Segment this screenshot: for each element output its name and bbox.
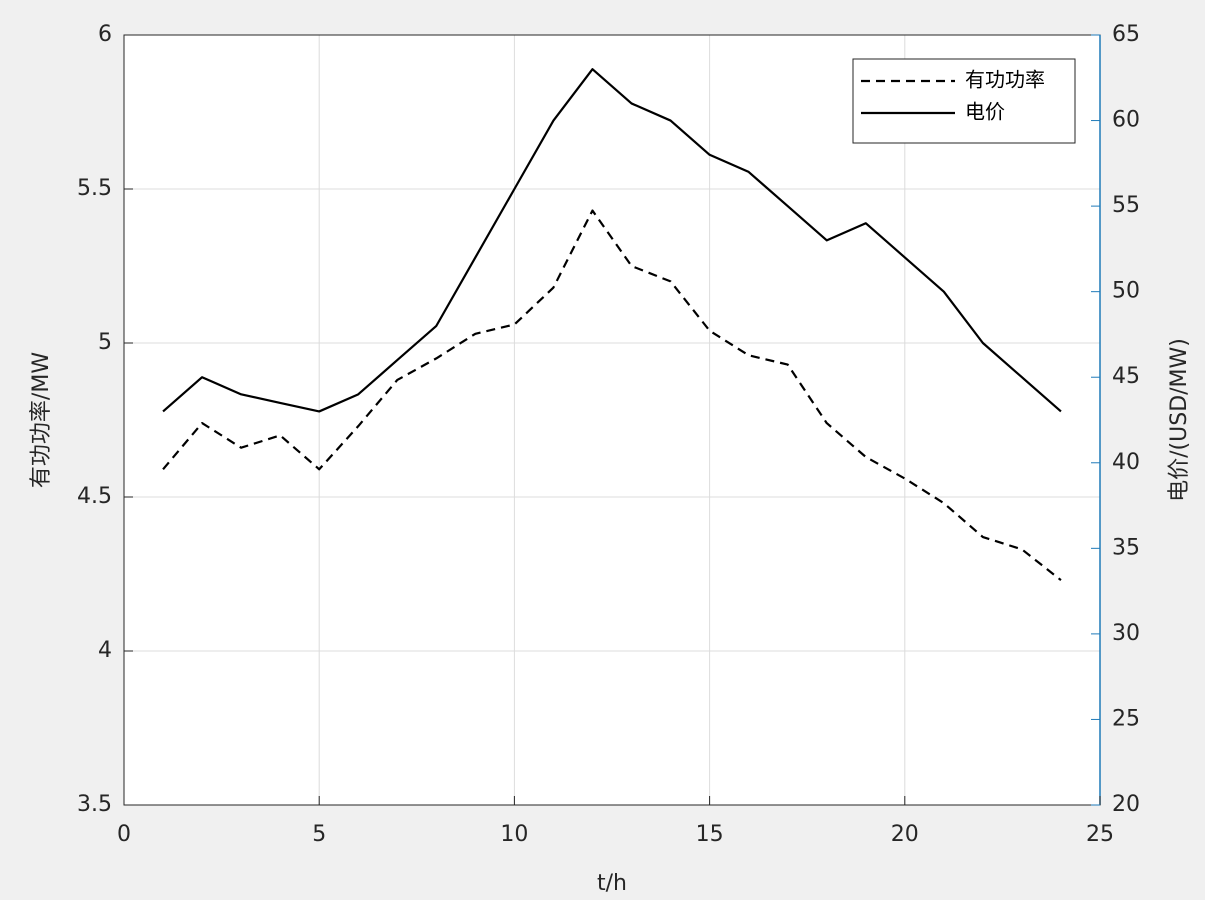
legend-label: 有功功率 — [965, 68, 1045, 92]
y-axis-label: 有功功率/MW — [29, 352, 54, 488]
y2-tick-label: 50 — [1112, 279, 1140, 304]
x-tick-label: 10 — [500, 822, 528, 847]
y-tick-label: 3.5 — [77, 792, 112, 817]
lines — [162, 68, 1062, 582]
y2-tick-label: 30 — [1112, 621, 1140, 646]
x-tick-label: 20 — [891, 822, 919, 847]
series-line — [162, 209, 1062, 582]
y2-tick-label: 65 — [1112, 22, 1140, 47]
series-line — [162, 68, 1062, 413]
y2-tick-label: 40 — [1112, 450, 1140, 475]
plot-area — [124, 35, 1100, 805]
x-tick-label: 15 — [696, 822, 724, 847]
y-tick-label: 5 — [98, 330, 112, 355]
x-axis-label: t/h — [597, 871, 627, 896]
y2-tick-label: 35 — [1112, 535, 1140, 560]
y2-tick-label: 20 — [1112, 792, 1140, 817]
y2-tick-label: 60 — [1112, 108, 1140, 133]
y-tick-label: 4.5 — [77, 484, 112, 509]
legend-label: 电价 — [965, 100, 1005, 124]
ticks: 0 5 10 15 20 25 3.5 4 4.5 5 5.5 6 20 25 30 35 40 45 50 55 60… — [77, 22, 1140, 847]
x-tick-label: 5 — [312, 822, 326, 847]
x-tick-label: 25 — [1086, 822, 1114, 847]
y2-axis-label: 电价/(USD/MW) — [1167, 338, 1192, 502]
y2-tick-label: 25 — [1112, 706, 1140, 731]
y-tick-label: 6 — [98, 22, 112, 47]
y-tick-label: 5.5 — [77, 176, 112, 201]
y2-tick-label: 45 — [1112, 364, 1140, 389]
legend-box — [852, 58, 1076, 144]
y-tick-label: 4 — [98, 638, 112, 663]
x-tick-label: 0 — [117, 822, 131, 847]
y2-tick-label: 55 — [1112, 193, 1140, 218]
